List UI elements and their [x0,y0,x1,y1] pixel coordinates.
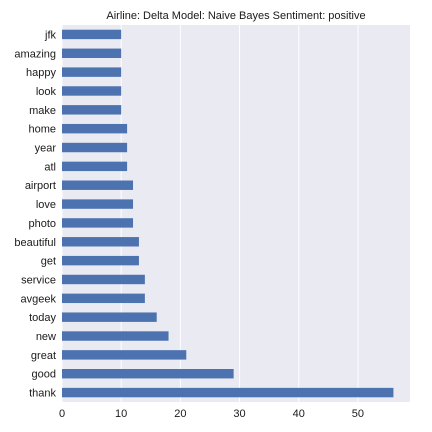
y-tick-label: jfk [44,29,57,41]
bar-good [62,369,234,379]
y-tick-label: good [32,369,56,381]
y-tick-labels: jfk amazing happy look make home year atl airpor… [14,29,56,399]
bar-jfk [62,29,122,40]
bar-today [62,312,157,322]
bar-photo [62,218,134,228]
y-tick-label: airport [25,180,56,192]
bar-amazing [62,48,122,58]
bar-thank [62,387,394,398]
x-tick-label: 50 [352,408,364,420]
x-tick-label: 30 [233,408,245,420]
x-tick-label: 20 [174,408,186,420]
y-tick-label: happy [26,67,56,79]
bar-avgeek [62,293,145,304]
bar-get [62,255,139,266]
bar-home [62,123,128,134]
y-tick-label: amazing [14,48,56,60]
y-tick-label: today [29,312,56,324]
y-tick-label: service [21,274,56,286]
y-tick-label: avgeek [21,293,57,305]
y-tick-label: make [29,105,56,117]
y-tick-label: new [36,331,56,343]
bar-atl [62,161,128,172]
y-tick-label: love [36,199,56,211]
y-tick-label: atl [44,161,56,173]
bar-airport [62,180,134,190]
bar-new [62,331,169,341]
bar-love [62,199,134,209]
y-tick-label: great [31,350,56,362]
y-tick-label: look [36,86,57,98]
bar-year [62,142,128,153]
bar-great [62,350,187,360]
y-tick-label: year [35,143,57,155]
y-tick-label: home [28,124,56,136]
chart-title: Airline: Delta Model: Naive Bayes Sentim… [106,10,365,22]
bar-make [62,105,122,115]
x-tick-labels: 0 10 20 30 40 50 [59,408,364,420]
x-tick-label: 10 [115,408,127,420]
x-tick-label: 40 [293,408,305,420]
y-tick-label: thank [29,388,56,400]
y-tick-label: get [41,256,56,268]
bar-look [62,86,122,96]
bar-beautiful [62,237,139,247]
y-tick-label: beautiful [14,237,56,249]
x-tick-label: 0 [59,408,65,420]
bar-happy [62,67,122,77]
y-tick-label: photo [28,218,56,230]
bars [62,29,394,398]
bar-service [62,274,145,285]
